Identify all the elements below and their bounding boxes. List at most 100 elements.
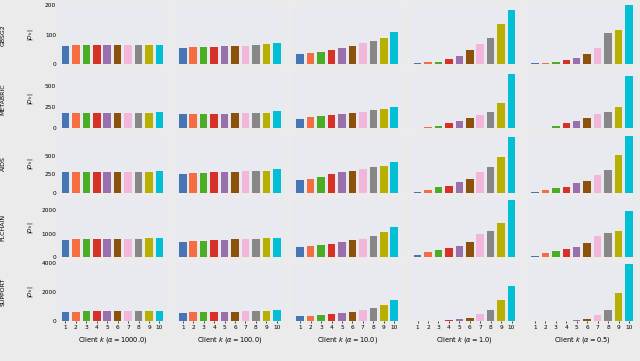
Bar (380, 305, 388, 321)
Bar (424, 252, 432, 257)
Bar (104, 172, 111, 193)
Bar (83, 172, 90, 193)
Bar (61, 113, 69, 128)
Bar (477, 314, 484, 321)
Bar (477, 234, 484, 257)
Bar (211, 312, 218, 321)
Bar (273, 169, 280, 193)
Bar (487, 167, 495, 193)
Bar (262, 113, 270, 128)
Bar (466, 242, 474, 257)
Bar (369, 308, 377, 321)
Text: $|D_k|$: $|D_k|$ (26, 286, 35, 298)
Text: GBSG2: GBSG2 (1, 24, 6, 45)
Bar (625, 75, 633, 128)
Bar (273, 238, 280, 257)
Bar (497, 157, 505, 193)
Bar (211, 173, 218, 193)
Bar (563, 123, 570, 128)
Bar (200, 114, 207, 128)
Bar (552, 126, 559, 128)
Bar (242, 311, 249, 321)
Bar (135, 311, 142, 321)
Bar (317, 177, 325, 193)
Bar (72, 45, 79, 64)
Bar (552, 62, 559, 64)
Bar (615, 30, 622, 64)
Bar (445, 58, 452, 64)
Bar (307, 246, 314, 257)
Bar (262, 311, 270, 321)
Bar (615, 293, 622, 321)
Bar (497, 300, 505, 321)
Bar (390, 300, 398, 321)
Bar (594, 315, 602, 321)
Bar (328, 115, 335, 128)
Bar (466, 118, 474, 128)
Bar (231, 113, 239, 128)
Bar (252, 45, 260, 64)
Bar (414, 192, 421, 193)
Bar (114, 239, 122, 257)
Bar (83, 113, 90, 128)
Bar (541, 63, 549, 64)
Bar (584, 318, 591, 321)
Bar (328, 174, 335, 193)
Bar (445, 320, 452, 321)
Bar (189, 313, 197, 321)
Bar (604, 170, 612, 193)
Bar (231, 312, 239, 321)
Bar (604, 233, 612, 257)
Text: $|D_k|$: $|D_k|$ (26, 29, 35, 41)
Bar (359, 169, 367, 193)
Bar (296, 180, 304, 193)
Bar (317, 116, 325, 128)
Bar (380, 232, 388, 257)
Bar (231, 46, 239, 64)
Bar (252, 113, 260, 128)
Bar (242, 239, 249, 257)
Text: $|D_k|$: $|D_k|$ (26, 93, 35, 105)
Bar (307, 316, 314, 321)
Bar (114, 172, 122, 193)
Bar (124, 45, 132, 64)
Bar (200, 47, 207, 64)
Bar (156, 112, 163, 128)
Bar (584, 118, 591, 128)
Bar (307, 179, 314, 193)
Bar (317, 245, 325, 257)
Bar (497, 103, 505, 128)
Bar (83, 239, 90, 257)
Bar (200, 241, 207, 257)
Bar (252, 311, 260, 321)
Bar (338, 313, 346, 321)
Bar (573, 121, 580, 128)
Bar (189, 47, 197, 64)
Bar (390, 107, 398, 128)
Bar (573, 58, 580, 64)
Bar (211, 240, 218, 257)
Bar (424, 190, 432, 193)
Bar (72, 113, 79, 128)
Bar (296, 54, 304, 64)
Bar (573, 183, 580, 193)
Bar (563, 187, 570, 193)
Bar (584, 54, 591, 64)
Bar (435, 126, 442, 128)
Bar (114, 311, 122, 321)
Bar (145, 238, 153, 257)
Bar (359, 239, 367, 257)
Bar (179, 114, 187, 128)
Bar (497, 223, 505, 257)
Bar (359, 43, 367, 64)
Bar (349, 240, 356, 257)
Bar (189, 114, 197, 128)
Bar (615, 155, 622, 193)
Bar (242, 46, 249, 64)
Bar (604, 112, 612, 128)
Bar (369, 168, 377, 193)
Bar (242, 113, 249, 128)
Text: $|D_k|$: $|D_k|$ (26, 157, 35, 170)
Bar (211, 114, 218, 128)
Bar (307, 53, 314, 64)
